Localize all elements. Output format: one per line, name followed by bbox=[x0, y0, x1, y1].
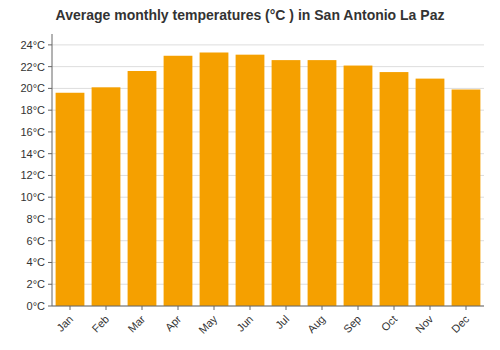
y-axis-line bbox=[52, 34, 53, 306]
x-tick-label: Feb bbox=[89, 313, 111, 335]
y-tick-label: 8°C bbox=[27, 213, 46, 225]
x-axis-line bbox=[52, 306, 484, 307]
grid-line bbox=[52, 306, 484, 307]
x-tick-mark bbox=[322, 306, 323, 310]
y-tick-label: 20°C bbox=[20, 82, 45, 94]
x-tick-mark bbox=[358, 306, 359, 310]
y-tick-label: 2°C bbox=[27, 278, 46, 290]
tick-mark bbox=[48, 240, 52, 241]
grid bbox=[52, 45, 484, 306]
tick-mark bbox=[48, 88, 52, 89]
y-tick-label: 10°C bbox=[20, 191, 45, 203]
tick-mark bbox=[48, 284, 52, 285]
tick-mark bbox=[48, 262, 52, 263]
bar bbox=[92, 87, 121, 306]
chart: Average monthly temperatures (°C ) in Sa… bbox=[0, 0, 500, 350]
bar bbox=[308, 60, 337, 306]
y-tick-label: 16°C bbox=[20, 126, 45, 138]
bar bbox=[416, 79, 445, 306]
x-tick-mark bbox=[250, 306, 251, 310]
bar bbox=[56, 93, 85, 306]
y-tick-label: 22°C bbox=[20, 61, 45, 73]
tick-mark bbox=[48, 218, 52, 219]
bar bbox=[344, 66, 373, 306]
x-tick-label: Sep bbox=[341, 313, 363, 335]
x-tick-mark bbox=[106, 306, 107, 310]
tick-mark bbox=[48, 175, 52, 176]
bars bbox=[56, 52, 481, 306]
tick-mark bbox=[48, 131, 52, 132]
chart-container: Average monthly temperatures (°C ) in Sa… bbox=[0, 0, 500, 350]
y-tick-label: 18°C bbox=[20, 104, 45, 116]
x-tick-label: Oct bbox=[379, 313, 400, 334]
title: Average monthly temperatures (°C ) in Sa… bbox=[56, 7, 445, 23]
y-tick-label: 0°C bbox=[27, 300, 46, 312]
x-tick-mark bbox=[142, 306, 143, 310]
x-tick-mark bbox=[214, 306, 215, 310]
x-tick-mark bbox=[178, 306, 179, 310]
y-tick-label: 6°C bbox=[27, 235, 46, 247]
tick-mark bbox=[48, 197, 52, 198]
x-tick-label: Mar bbox=[125, 313, 147, 335]
tick-mark bbox=[48, 110, 52, 111]
bar bbox=[128, 71, 157, 306]
x-tick-label: Jan bbox=[54, 313, 75, 334]
y-tick-label: 4°C bbox=[27, 256, 46, 268]
y-tick-label: 14°C bbox=[20, 148, 45, 160]
x-tick-label: May bbox=[196, 312, 220, 336]
x-tick-label: Aug bbox=[305, 313, 327, 335]
tick-mark bbox=[48, 44, 52, 45]
grid-line bbox=[52, 44, 484, 45]
tick-mark bbox=[48, 153, 52, 154]
bar bbox=[200, 52, 229, 306]
grid-line bbox=[52, 66, 484, 67]
bar bbox=[272, 60, 301, 306]
bar bbox=[380, 72, 409, 306]
x-tick-mark bbox=[286, 306, 287, 310]
x-tick-mark bbox=[466, 306, 467, 310]
tick-mark bbox=[48, 306, 52, 307]
y-tick-label: 12°C bbox=[20, 169, 45, 181]
x-tick-label: Jun bbox=[234, 313, 255, 334]
x-tick-mark bbox=[394, 306, 395, 310]
x-tick-mark bbox=[430, 306, 431, 310]
bar bbox=[164, 56, 193, 306]
bar bbox=[236, 55, 265, 306]
x-tick-label: Dec bbox=[449, 312, 472, 335]
x-tick-label: Nov bbox=[413, 312, 436, 335]
x-tick-label: Apr bbox=[163, 313, 184, 334]
x-tick-label: Jul bbox=[273, 313, 291, 331]
tick-mark bbox=[48, 66, 52, 67]
bar bbox=[452, 89, 481, 306]
y-tick-label: 24°C bbox=[20, 39, 45, 51]
x-tick-mark bbox=[70, 306, 71, 310]
